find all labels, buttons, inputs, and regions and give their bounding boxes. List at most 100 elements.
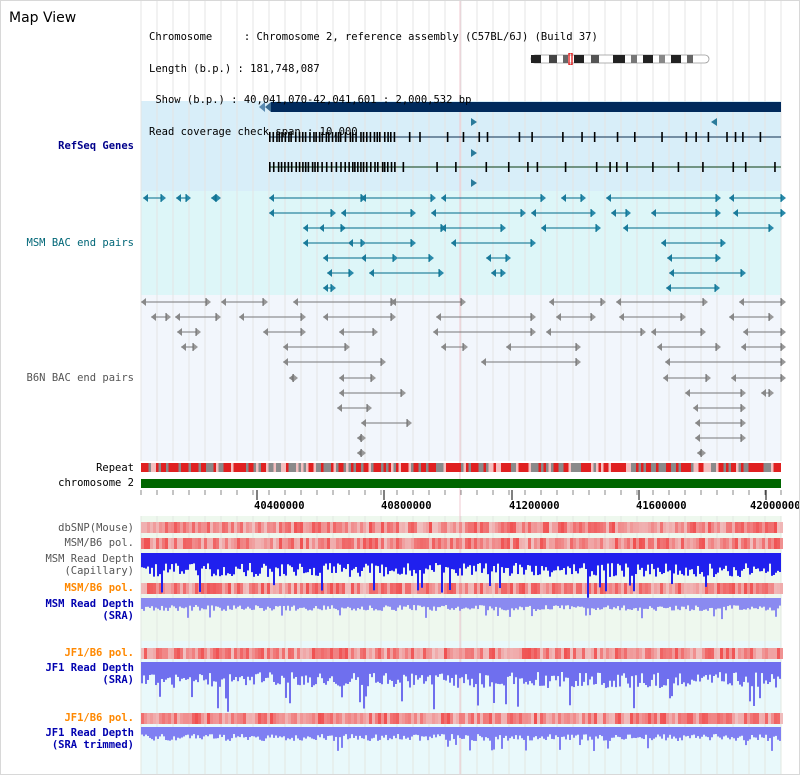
exon-mark bbox=[325, 162, 328, 172]
jf1-trimmed-depth-bar bbox=[591, 727, 593, 740]
msm-sra-depth-bar bbox=[595, 598, 597, 611]
repeat-segment bbox=[778, 463, 781, 472]
msm-sra-depth-bar bbox=[195, 598, 197, 606]
polymorphism-cell bbox=[483, 522, 486, 533]
msm-sra-depth-bar bbox=[763, 598, 765, 607]
bac-end-marker bbox=[561, 194, 566, 202]
polymorphism-cell bbox=[699, 522, 702, 533]
polymorphism-cell bbox=[225, 713, 228, 724]
bac-end-marker bbox=[576, 343, 581, 351]
msm-sra-depth-bar bbox=[715, 598, 717, 610]
polymorphism-cell bbox=[225, 538, 228, 549]
capillary-depth-bar bbox=[393, 553, 395, 572]
chromosome-ideogram[interactable] bbox=[529, 53, 713, 65]
jf1-trimmed-depth-bar bbox=[499, 727, 501, 736]
exon-mark bbox=[269, 132, 271, 142]
polymorphism-cell bbox=[435, 713, 438, 724]
capillary-depth-bar bbox=[387, 553, 389, 575]
bac-end-marker bbox=[693, 404, 698, 412]
msm-sra-depth-bar bbox=[653, 598, 655, 610]
jf1-sra-depth-bar bbox=[767, 662, 769, 685]
jf1-sra-depth-bar bbox=[737, 662, 739, 682]
exon-mark bbox=[626, 162, 628, 172]
bac-end-marker bbox=[369, 269, 374, 277]
polymorphism-cell bbox=[759, 648, 762, 659]
jf1-trimmed-depth-bar bbox=[521, 727, 523, 739]
exon-mark bbox=[383, 132, 386, 142]
polymorphism-cell bbox=[360, 648, 363, 659]
capillary-depth-bar bbox=[667, 553, 669, 572]
jf1-sra-depth-bar bbox=[387, 662, 389, 684]
jf1-sra-depth-bar bbox=[641, 662, 643, 674]
jf1-trimmed-depth-bar bbox=[563, 727, 565, 737]
repeat-segment bbox=[273, 463, 276, 472]
msm-sra-depth-bar bbox=[433, 598, 435, 607]
bac-end-marker bbox=[373, 328, 378, 336]
polymorphism-cell bbox=[357, 538, 360, 549]
repeat-segment bbox=[346, 463, 349, 472]
polymorphism-cell bbox=[564, 538, 567, 549]
repeat-segment bbox=[413, 463, 416, 472]
polymorphism-cell bbox=[309, 538, 312, 549]
jf1-sra-depth-bar bbox=[307, 662, 309, 683]
msm-sra-depth-bar bbox=[373, 598, 375, 611]
bac-end-marker bbox=[716, 254, 721, 262]
polymorphism-cell bbox=[465, 713, 468, 724]
msm-sra-depth-bar bbox=[527, 598, 529, 607]
jf1-sra-depth-bar bbox=[537, 662, 539, 673]
jf1-sra-depth-bar bbox=[581, 662, 583, 686]
msm-sra-depth-bar bbox=[307, 598, 309, 611]
polymorphism-cell bbox=[639, 648, 642, 659]
polymorphism-cell bbox=[720, 583, 723, 594]
polymorphism-cell bbox=[420, 522, 423, 533]
jf1-trimmed-depth-bar bbox=[381, 727, 383, 736]
exon-mark bbox=[609, 162, 611, 172]
repeat-segment bbox=[681, 463, 684, 472]
polymorphism-cell bbox=[666, 713, 669, 724]
capillary-depth-bar bbox=[585, 553, 587, 570]
polymorphism-cell bbox=[594, 538, 597, 549]
polymorphism-cell bbox=[471, 648, 474, 659]
capillary-depth-bar bbox=[533, 553, 535, 576]
repeat-segment bbox=[613, 463, 616, 472]
exon-mark bbox=[702, 162, 704, 172]
msm-sra-depth-bar bbox=[533, 598, 535, 610]
jf1-sra-depth-bar bbox=[597, 662, 599, 673]
msm-sra-depth-bar bbox=[555, 598, 557, 606]
jf1-sra-depth-bar bbox=[255, 662, 257, 675]
msm-sra-depth-bar bbox=[425, 598, 427, 618]
msm-sra-depth-bar bbox=[343, 598, 345, 609]
polymorphism-cell bbox=[738, 713, 741, 724]
polymorphism-cell bbox=[678, 583, 681, 594]
polymorphism-cell bbox=[690, 538, 693, 549]
polymorphism-cell bbox=[564, 713, 567, 724]
exon-mark bbox=[339, 132, 342, 142]
polymorphism-cell bbox=[303, 583, 306, 594]
polymorphism-cell bbox=[780, 713, 783, 724]
capillary-depth-bar bbox=[733, 553, 735, 568]
msm-sra-depth-bar bbox=[473, 598, 475, 609]
jf1-trimmed-depth-bar bbox=[663, 727, 665, 735]
jf1-trimmed-depth-bar bbox=[447, 727, 449, 747]
repeat-segment bbox=[183, 463, 186, 472]
jf1-sra-depth-bar bbox=[605, 662, 607, 688]
jf1-trimmed-depth-bar bbox=[457, 727, 459, 736]
exon-mark bbox=[394, 162, 396, 172]
jf1-trimmed-depth-bar bbox=[557, 727, 559, 738]
jf1-sra-depth-bar bbox=[475, 662, 477, 685]
jf1-sra-depth-bar bbox=[655, 662, 657, 686]
polymorphism-cell bbox=[153, 583, 156, 594]
bac-end-marker bbox=[323, 313, 328, 321]
msm-sra-depth-bar bbox=[681, 598, 683, 607]
repeat-segment bbox=[713, 463, 716, 472]
msm-sra-depth-bar bbox=[291, 598, 293, 607]
jf1-sra-depth-bar bbox=[571, 662, 573, 687]
capillary-depth-bar bbox=[215, 553, 217, 576]
polymorphism-cell bbox=[717, 713, 720, 724]
polymorphism-cell bbox=[348, 522, 351, 533]
jf1-sra-depth-bar bbox=[477, 662, 479, 706]
jf1-trimmed-depth-bar bbox=[355, 727, 357, 736]
polymorphism-cell bbox=[558, 648, 561, 659]
polymorphism-cell bbox=[222, 583, 225, 594]
